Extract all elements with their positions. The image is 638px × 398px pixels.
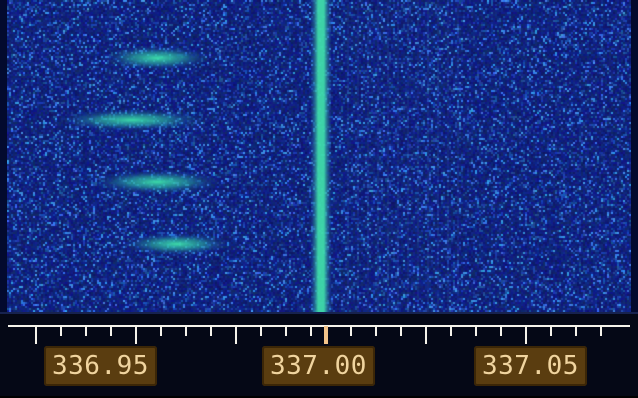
spectrum-waterfall-display[interactable] xyxy=(0,0,638,312)
frequency-label-337-05: 337.05 xyxy=(474,346,587,386)
waterfall-canvas[interactable] xyxy=(7,0,631,312)
frequency-scale-bar: 336.95 337.00 337.05 xyxy=(0,312,638,396)
frequency-scale-ticks xyxy=(8,325,630,344)
frequency-label-337-00: 337.00 xyxy=(262,346,375,386)
frequency-label-336-95: 336.95 xyxy=(44,346,157,386)
